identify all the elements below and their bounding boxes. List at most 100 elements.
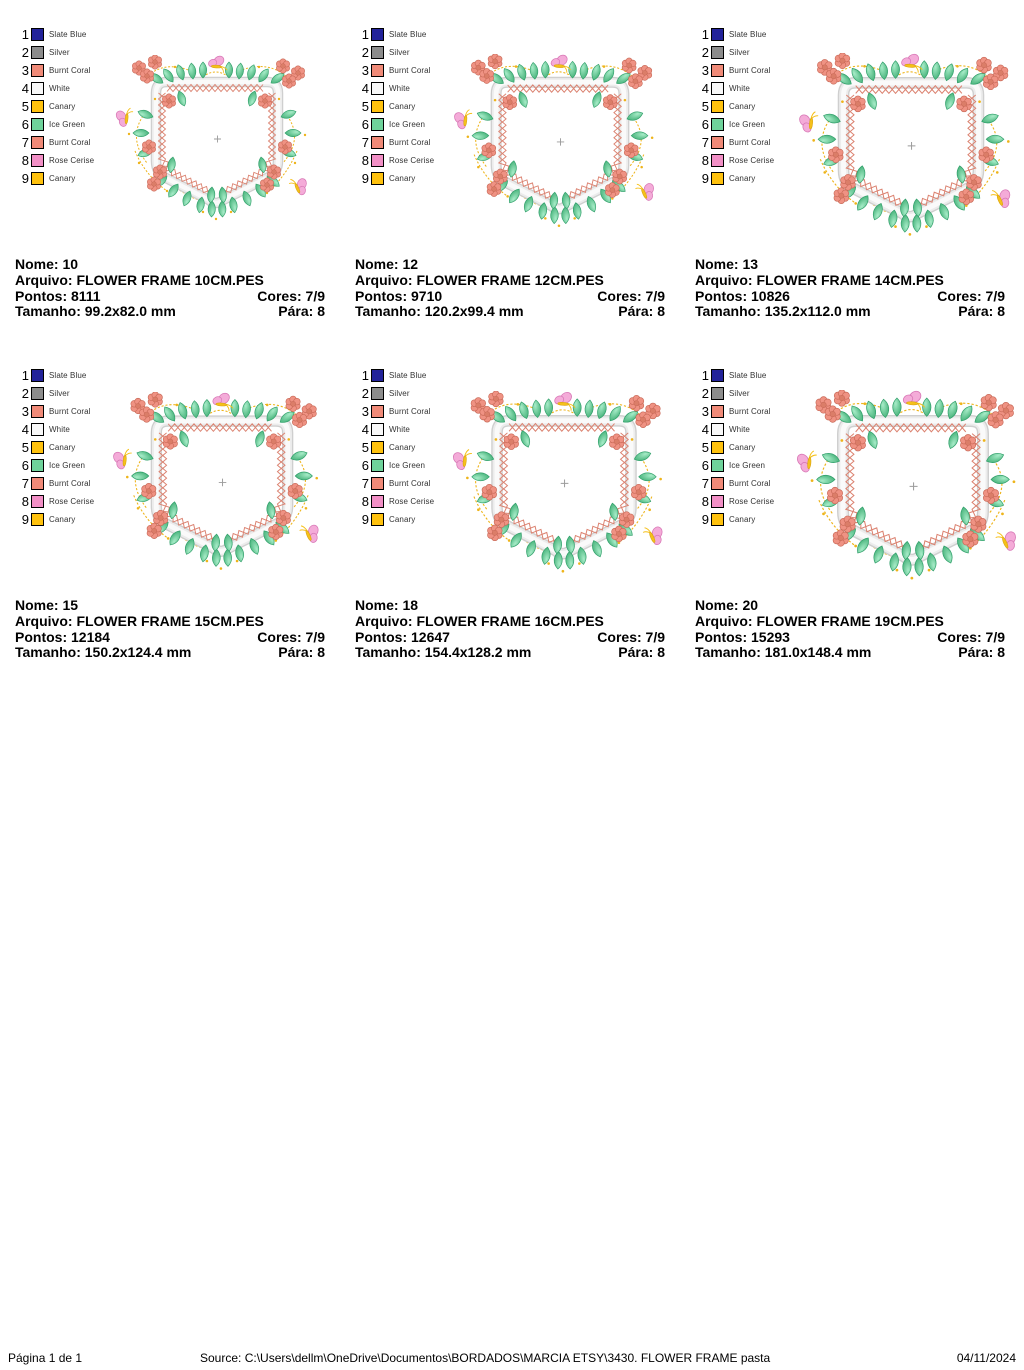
legend-row: 3 Burnt Coral: [14, 61, 94, 79]
legend-color-chip: [711, 81, 724, 95]
legend-row: 5 Canary: [14, 438, 94, 456]
legend-number: 7: [21, 475, 29, 491]
meta-nome: Nome: 12: [355, 256, 419, 272]
legend-color-name: Rose Cerise: [389, 496, 435, 506]
meta-arquivo: Arquivo: FLOWER FRAME 15CM.PES: [15, 612, 264, 629]
legend-color-name: Slate Blue: [729, 370, 767, 380]
legend-color-name: Ice Green: [729, 119, 766, 129]
design-grid: 1 Slate Blue 2 Silver 3 Burnt Coral 4 White 5 Can…: [0, 0, 1024, 683]
legend-number: 5: [361, 439, 369, 455]
legend-number: 1: [21, 367, 29, 383]
legend-color-name: White: [389, 424, 410, 434]
legend-color-chip: [31, 45, 44, 59]
legend-row: 8 Rose Cerise: [14, 492, 94, 510]
legend-color-chip: [371, 422, 384, 436]
legend-color-chip: [31, 404, 44, 418]
legend-row: 1 Slate Blue: [14, 25, 94, 43]
embroidery-design-preview: [796, 390, 1021, 580]
meta-nome: Nome: 18: [355, 597, 419, 613]
meta-nome: Nome: 15: [15, 597, 79, 613]
meta-para: Pára: 8: [958, 644, 1005, 661]
legend-row: 1 Slate Blue: [694, 25, 774, 43]
legend-row: 5 Canary: [14, 97, 94, 115]
legend-number: 3: [361, 62, 369, 78]
legend-number: 6: [21, 457, 29, 473]
thread-color-legend: 1 Slate Blue 2 Silver 3 Burnt Coral 4 White 5 Can…: [354, 25, 434, 187]
meta-tamanho: Tamanho: 181.0x148.4 mm: [695, 644, 872, 661]
legend-row: 6 Ice Green: [14, 456, 94, 474]
legend-row: 7 Burnt Coral: [694, 474, 774, 492]
legend-color-name: Ice Green: [389, 460, 426, 470]
legend-color-chip: [371, 135, 384, 149]
legend-row: 5 Canary: [694, 97, 774, 115]
legend-color-name: Burnt Coral: [49, 65, 91, 75]
meta-arquivo: Arquivo: FLOWER FRAME 10CM.PES: [15, 271, 264, 288]
legend-row: 9 Canary: [14, 510, 94, 528]
legend-row: 2 Silver: [354, 43, 434, 61]
meta-para: Pára: 8: [278, 644, 325, 661]
legend-color-chip: [711, 440, 724, 454]
legend-color-name: Canary: [729, 173, 756, 183]
legend-color-name: Slate Blue: [49, 370, 87, 380]
footer-source-path: Source: C:\Users\dellm\OneDrive\Document…: [200, 1351, 771, 1365]
legend-row: 6 Ice Green: [694, 456, 774, 474]
legend-number: 8: [701, 493, 709, 509]
thread-color-legend: 1 Slate Blue 2 Silver 3 Burnt Coral 4 White 5 Can…: [14, 366, 94, 528]
design-metadata: Nome: 10 Arquivo: FLOWER FRAME 10CM.PES …: [15, 256, 325, 320]
legend-number: 1: [361, 367, 369, 383]
legend-number: 1: [361, 26, 369, 42]
legend-color-chip: [711, 153, 724, 167]
design-cell: 1 Slate Blue 2 Silver 3 Burnt Coral 4 White 5 Can…: [340, 341, 680, 682]
legend-color-chip: [711, 458, 724, 472]
legend-row: 8 Rose Cerise: [354, 151, 434, 169]
meta-para: Pára: 8: [278, 303, 325, 320]
legend-color-chip: [371, 45, 384, 59]
legend-row: 9 Canary: [694, 510, 774, 528]
design-cell: 1 Slate Blue 2 Silver 3 Burnt Coral 4 White 5 Can…: [340, 0, 680, 341]
legend-color-chip: [371, 440, 384, 454]
legend-row: 2 Silver: [14, 384, 94, 402]
meta-arquivo: Arquivo: FLOWER FRAME 16CM.PES: [355, 612, 604, 629]
legend-color-name: Burnt Coral: [389, 65, 431, 75]
legend-number: 7: [361, 475, 369, 491]
legend-row: 1 Slate Blue: [354, 25, 434, 43]
legend-color-chip: [371, 81, 384, 95]
legend-number: 8: [21, 152, 29, 168]
design-metadata: Nome: 13 Arquivo: FLOWER FRAME 14CM.PES …: [695, 256, 1005, 320]
legend-color-chip: [711, 117, 724, 131]
legend-color-chip: [711, 404, 724, 418]
legend-row: 2 Silver: [14, 43, 94, 61]
meta-arquivo: Arquivo: FLOWER FRAME 19CM.PES: [695, 612, 944, 629]
legend-color-chip: [711, 368, 724, 382]
meta-tamanho: Tamanho: 135.2x112.0 mm: [695, 303, 871, 320]
legend-color-name: White: [729, 83, 750, 93]
legend-color-chip: [371, 476, 384, 490]
design-cell: 1 Slate Blue 2 Silver 3 Burnt Coral 4 White 5 Can…: [0, 0, 340, 341]
legend-color-chip: [371, 458, 384, 472]
meta-tamanho: Tamanho: 154.4x128.2 mm: [355, 644, 532, 661]
legend-color-name: Silver: [49, 47, 70, 57]
legend-color-name: Canary: [49, 101, 76, 111]
design-metadata: Nome: 18 Arquivo: FLOWER FRAME 16CM.PES …: [355, 597, 665, 661]
legend-number: 3: [361, 403, 369, 419]
legend-number: 6: [701, 116, 709, 132]
legend-color-name: Canary: [389, 101, 416, 111]
legend-number: 8: [361, 493, 369, 509]
legend-color-name: Ice Green: [389, 119, 426, 129]
legend-row: 2 Silver: [694, 43, 774, 61]
legend-number: 4: [701, 421, 709, 437]
legend-color-chip: [31, 386, 44, 400]
legend-number: 9: [21, 511, 29, 527]
legend-color-chip: [711, 494, 724, 508]
thread-color-legend: 1 Slate Blue 2 Silver 3 Burnt Coral 4 White 5 Can…: [694, 25, 774, 187]
meta-pontos: Pontos: 10826: [695, 287, 790, 304]
legend-row: 8 Rose Cerise: [694, 492, 774, 510]
legend-row: 7 Burnt Coral: [694, 133, 774, 151]
legend-color-chip: [711, 386, 724, 400]
legend-number: 2: [361, 44, 369, 60]
legend-color-chip: [31, 153, 44, 167]
legend-row: 6 Ice Green: [694, 115, 774, 133]
legend-row: 4 White: [694, 79, 774, 97]
legend-color-chip: [711, 99, 724, 113]
legend-color-name: Burnt Coral: [729, 478, 771, 488]
